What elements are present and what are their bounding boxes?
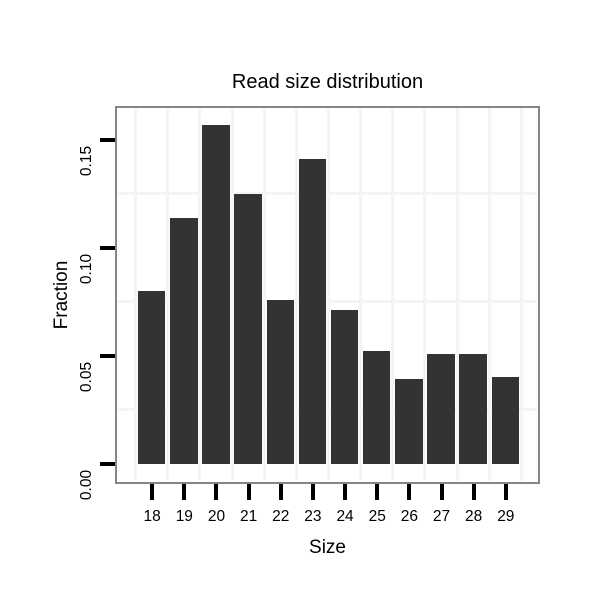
- y-tick-mark: [100, 138, 115, 143]
- gridline-vertical: [391, 108, 395, 481]
- gridline-vertical: [487, 108, 491, 481]
- bar: [427, 353, 455, 464]
- bar: [137, 290, 166, 464]
- y-tick-mark: [100, 462, 115, 467]
- bar: [234, 193, 262, 464]
- plot-panel: [115, 106, 540, 484]
- x-tick-label: 22: [272, 508, 290, 525]
- y-tick-mark: [100, 354, 115, 359]
- x-tick-mark: [471, 484, 476, 500]
- chart-title: Read size distribution: [231, 71, 424, 93]
- gridline-vertical: [134, 108, 138, 481]
- x-tick-mark: [150, 484, 155, 500]
- x-tick-mark: [246, 484, 251, 500]
- gridline-horizontal: [117, 192, 537, 196]
- x-tick-label: 28: [465, 508, 483, 525]
- bar: [170, 217, 198, 464]
- y-tick-mark: [100, 246, 115, 251]
- x-tick-label: 20: [207, 508, 226, 525]
- x-tick-mark: [407, 484, 412, 500]
- gridline-horizontal: [117, 300, 537, 304]
- x-tick-label: 27: [432, 508, 451, 525]
- x-tick-mark: [503, 484, 508, 500]
- x-tick-label: 25: [368, 508, 386, 525]
- gridline-vertical: [262, 108, 266, 481]
- x-tick-label: 18: [143, 508, 161, 525]
- y-axis-label: Fraction: [51, 260, 72, 330]
- bar: [395, 379, 423, 464]
- x-tick-label: 26: [400, 508, 418, 525]
- gridline-vertical: [198, 108, 202, 481]
- x-tick-mark: [375, 484, 380, 500]
- x-tick-label: 21: [240, 508, 258, 525]
- gridline-vertical: [519, 108, 523, 481]
- gridline-vertical: [327, 108, 330, 481]
- bar: [491, 377, 520, 464]
- x-tick-mark: [278, 484, 283, 500]
- bar: [459, 353, 487, 464]
- y-tick-label: 0.10: [78, 254, 95, 285]
- x-tick-mark: [343, 484, 348, 500]
- x-tick-mark: [439, 484, 444, 500]
- bar: [202, 124, 230, 464]
- bar: [330, 310, 359, 464]
- gridline-vertical: [166, 108, 170, 481]
- y-tick-label: 0.00: [78, 470, 95, 501]
- x-tick-mark: [310, 484, 315, 500]
- gridline-horizontal: [117, 408, 537, 412]
- x-tick-label: 19: [175, 508, 193, 525]
- x-tick-label: 24: [336, 508, 354, 525]
- bar: [362, 351, 391, 464]
- gridline-vertical: [294, 108, 298, 481]
- y-tick-label: 0.15: [78, 146, 95, 177]
- x-tick-mark: [214, 484, 219, 500]
- x-axis-label: Size: [309, 537, 346, 558]
- gridline-vertical: [359, 108, 363, 481]
- bar: [298, 159, 327, 464]
- gridline-vertical: [455, 108, 459, 481]
- x-tick-label: 23: [304, 508, 322, 525]
- gridline-vertical: [230, 108, 234, 481]
- gridline-vertical: [423, 108, 427, 481]
- y-tick-label: 0.05: [78, 362, 95, 393]
- x-tick-mark: [182, 484, 187, 500]
- x-tick-label: 29: [497, 508, 515, 525]
- bar: [266, 299, 295, 464]
